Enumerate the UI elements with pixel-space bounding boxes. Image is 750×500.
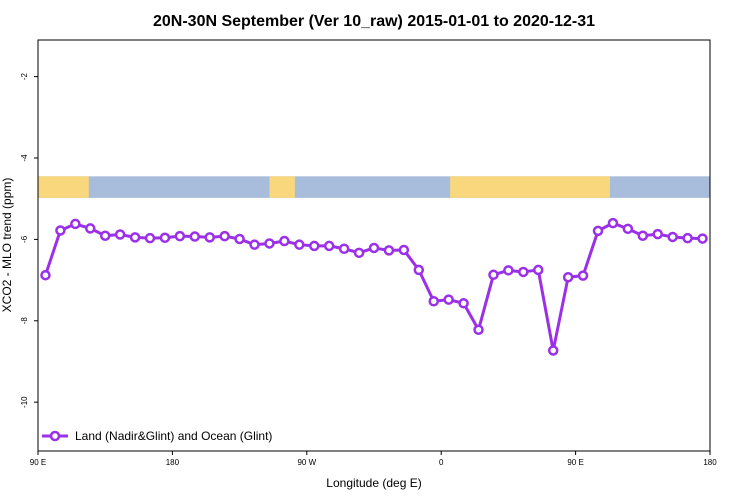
y-axis-label: XCO2 - MLO trend (ppm) [0,178,14,313]
data-point [562,271,574,283]
data-point [622,223,634,235]
x-tick-label: 90 E [30,458,46,467]
legend-marker-swatch [49,430,61,442]
series-layer [40,217,708,356]
data-point [533,264,544,276]
data-point [697,233,708,244]
legend-label: Land (Nadir&Glint) and Ocean (Glint) [75,429,272,443]
data-point [204,232,215,243]
y-axis: -2 -4 -6 -8 -10 [20,73,38,408]
world-map-strip [38,176,710,198]
data-point [473,324,484,335]
series-line [44,221,703,352]
map-land [38,176,89,198]
data-point [129,232,141,243]
data-point [547,345,559,356]
data-point [114,229,126,240]
legend: Land (Nadir&Glint) and Ocean (Glint) [42,429,272,443]
data-point [219,230,230,242]
data-point [667,231,678,243]
data-point [398,244,410,256]
x-tick-label: 0 [439,458,444,467]
x-tick-label: 90 W [297,458,316,467]
data-point [234,233,245,245]
data-point [518,266,529,278]
data-point [488,269,499,281]
map-land [450,176,610,198]
y-tick-label: -2 [20,73,29,81]
data-point [458,298,469,309]
data-point [682,232,693,244]
data-point [428,295,439,307]
data-point [99,230,111,241]
data-point [40,269,51,281]
data-point [174,230,186,242]
y-tick-label: -10 [20,396,29,408]
data-point [338,243,350,255]
data-point [264,238,275,249]
chart-title: 20N-30N September (Ver 10_raw) 2015-01-0… [153,13,595,30]
data-point [353,247,365,259]
data-point [503,265,514,276]
y-tick-label: -4 [20,154,29,162]
data-point [189,231,201,242]
data-point [294,239,305,250]
x-axis-label: Longitude (deg E) [326,476,421,490]
data-point [279,235,290,247]
x-tick-label: 180 [166,458,180,467]
x-tick-label: 180 [703,458,717,467]
y-tick-label: -8 [20,317,29,325]
data-point [55,225,66,236]
y-tick-label: -6 [20,235,29,243]
data-point [249,239,260,250]
data-point [144,232,156,244]
data-point [309,240,320,252]
data-point [607,217,619,229]
data-point [577,270,589,281]
data-point [70,218,81,230]
x-tick-label: 90 E [567,458,583,467]
map-land [269,176,295,198]
data-point [413,264,425,276]
data-point [637,230,649,241]
data-point [652,228,663,240]
plot-frame [37,39,711,452]
x-axis: 90 E 180 90 W 0 90 E 180 [30,451,717,467]
data-point [159,232,171,244]
data-point [592,225,604,237]
data-point [368,242,380,254]
data-point [443,294,454,305]
data-point [383,245,395,256]
data-point [323,240,335,252]
data-point [85,223,96,234]
